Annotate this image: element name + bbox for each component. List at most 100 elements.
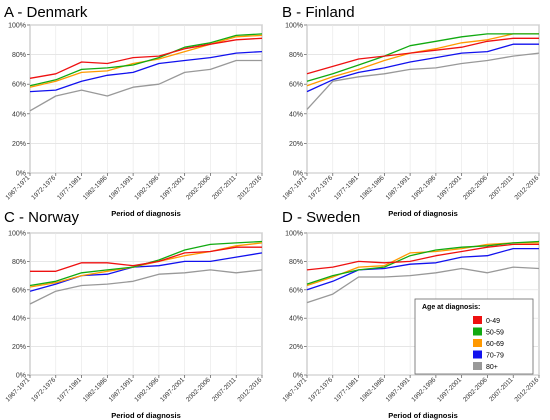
y-tick-label: 100%	[285, 231, 303, 238]
y-tick-label: 20%	[12, 344, 26, 351]
x-tick-label: 1997-2001	[436, 376, 463, 403]
y-tick-label: 60%	[289, 82, 303, 89]
x-tick-label: 2012-2016	[513, 174, 540, 201]
y-tick-label: 60%	[12, 287, 26, 294]
legend-box	[414, 298, 534, 375]
series-line-0-49	[306, 37, 539, 75]
x-tick-label: 2007-2011	[211, 376, 238, 403]
y-tick-label: 100%	[8, 23, 26, 30]
plot-area	[29, 232, 263, 376]
legend-swatch	[473, 327, 482, 336]
x-tick-label: 1992-1996	[133, 376, 160, 403]
y-tick-label: 20%	[12, 141, 26, 148]
y-tick-label: 100%	[285, 23, 303, 30]
x-tick-label: 1972-1976	[30, 376, 57, 403]
x-tick-label: 1992-1996	[410, 376, 437, 403]
series-line-50-59	[29, 33, 263, 87]
x-tick-label: 1987-1991	[108, 376, 135, 403]
y-tick-label: 40%	[289, 111, 303, 118]
x-tick-label: 1982-1986	[359, 376, 386, 403]
x-tick-label: 1967-1971	[281, 174, 308, 201]
legend-label: 80+	[486, 364, 498, 371]
series-line-50-59	[306, 240, 540, 285]
legend-label: 50-59	[486, 330, 504, 337]
y-tick-label: 20%	[289, 344, 303, 351]
x-tick-label: 1987-1991	[385, 174, 412, 201]
legend-label: 70-79	[486, 353, 504, 360]
x-tick-label: 1992-1996	[410, 174, 437, 201]
x-tick-label: 1982-1986	[359, 174, 386, 201]
x-tick-label: 1997-2001	[159, 174, 186, 201]
x-tick-label: 1987-1991	[108, 174, 135, 201]
legend-swatch	[473, 339, 482, 347]
y-tick-label: 80%	[12, 259, 26, 266]
panel-2: B - Finland0%20%40%60%80%100%1967-197119…	[281, 4, 540, 218]
y-tick-label: 0%	[16, 373, 26, 380]
panel-1: A - Denmark0%20%40%60%80%100%1967-197119…	[4, 4, 264, 218]
x-tick-label: 1972-1976	[307, 174, 334, 201]
series-line-60-69	[306, 33, 539, 87]
x-tick-label: 1977-1981	[333, 174, 360, 201]
x-tick-label: 1967-1971	[4, 174, 31, 201]
x-axis-title: Period of diagnosis	[111, 411, 181, 420]
y-tick-label: 20%	[289, 141, 303, 148]
series-line-80plus	[306, 266, 540, 304]
legend-label: 60-69	[486, 341, 504, 348]
y-tick-label: 40%	[12, 111, 26, 118]
y-tick-label: 40%	[12, 316, 26, 323]
y-tick-label: 60%	[289, 287, 303, 294]
x-tick-label: 1992-1996	[133, 174, 160, 201]
x-tick-label: 2007-2011	[488, 174, 515, 201]
x-tick-label: 1967-1971	[281, 376, 308, 403]
y-tick-label: 0%	[16, 171, 26, 178]
series-line-70-79	[306, 43, 539, 93]
series-line-0-49	[29, 37, 263, 79]
x-tick-label: 1972-1976	[307, 376, 334, 403]
legend-title: Age at diagnosis:	[422, 304, 480, 311]
series-line-70-79	[29, 50, 263, 93]
panel-3: C - Norway0%20%40%60%80%100%1967-1971197…	[4, 209, 264, 420]
series-line-80plus	[306, 52, 540, 110]
panel-title: A - Denmark	[4, 4, 88, 21]
legend-swatch	[473, 362, 482, 370]
x-tick-label: 2002-2006	[185, 376, 212, 403]
y-tick-label: 100%	[8, 231, 26, 238]
x-tick-label: 1977-1981	[56, 376, 83, 403]
x-tick-label: 1997-2001	[159, 376, 186, 403]
series-line-50-59	[306, 33, 539, 82]
x-tick-label: 2012-2016	[236, 174, 263, 201]
x-axis-title: Period of diagnosis	[388, 209, 458, 218]
x-tick-label: 2007-2011	[488, 376, 515, 403]
x-axis-title: Period of diagnosis	[111, 209, 181, 218]
series-line-0-49	[306, 243, 539, 271]
panel-title: D - Sweden	[282, 209, 360, 226]
series-line-60-69	[29, 242, 263, 288]
x-tick-label: 2002-2006	[185, 174, 212, 201]
x-tick-label: 1997-2001	[436, 174, 463, 201]
series-line-80plus	[29, 59, 262, 112]
legend-swatch	[473, 350, 482, 359]
panel-title: B - Finland	[282, 4, 355, 21]
x-tick-label: 1987-1991	[385, 376, 412, 403]
y-tick-label: 60%	[12, 82, 26, 89]
x-tick-label: 2012-2016	[513, 376, 540, 403]
series-line-80plus	[29, 269, 263, 305]
legend-label: 0-49	[486, 318, 500, 325]
x-axis-title: Period of diagnosis	[388, 411, 458, 420]
y-tick-label: 0%	[293, 171, 303, 178]
x-tick-label: 2002-2006	[462, 376, 489, 403]
x-tick-label: 1977-1981	[333, 376, 360, 403]
series-line-70-79	[306, 247, 539, 291]
panel-title: C - Norway	[4, 209, 80, 226]
x-tick-label: 1972-1976	[30, 174, 57, 201]
series-line-0-49	[30, 246, 262, 272]
x-tick-label: 1977-1981	[56, 174, 83, 201]
legend: Age at diagnosis: 0-49 50-59 60-69 70-79 80+	[414, 298, 534, 375]
x-tick-label: 1982-1986	[82, 376, 109, 403]
series-line-70-79	[29, 252, 263, 292]
x-tick-label: 2012-2016	[236, 376, 263, 403]
legend-swatch	[473, 316, 482, 324]
y-tick-label: 80%	[289, 52, 303, 59]
y-tick-label: 80%	[289, 259, 303, 266]
